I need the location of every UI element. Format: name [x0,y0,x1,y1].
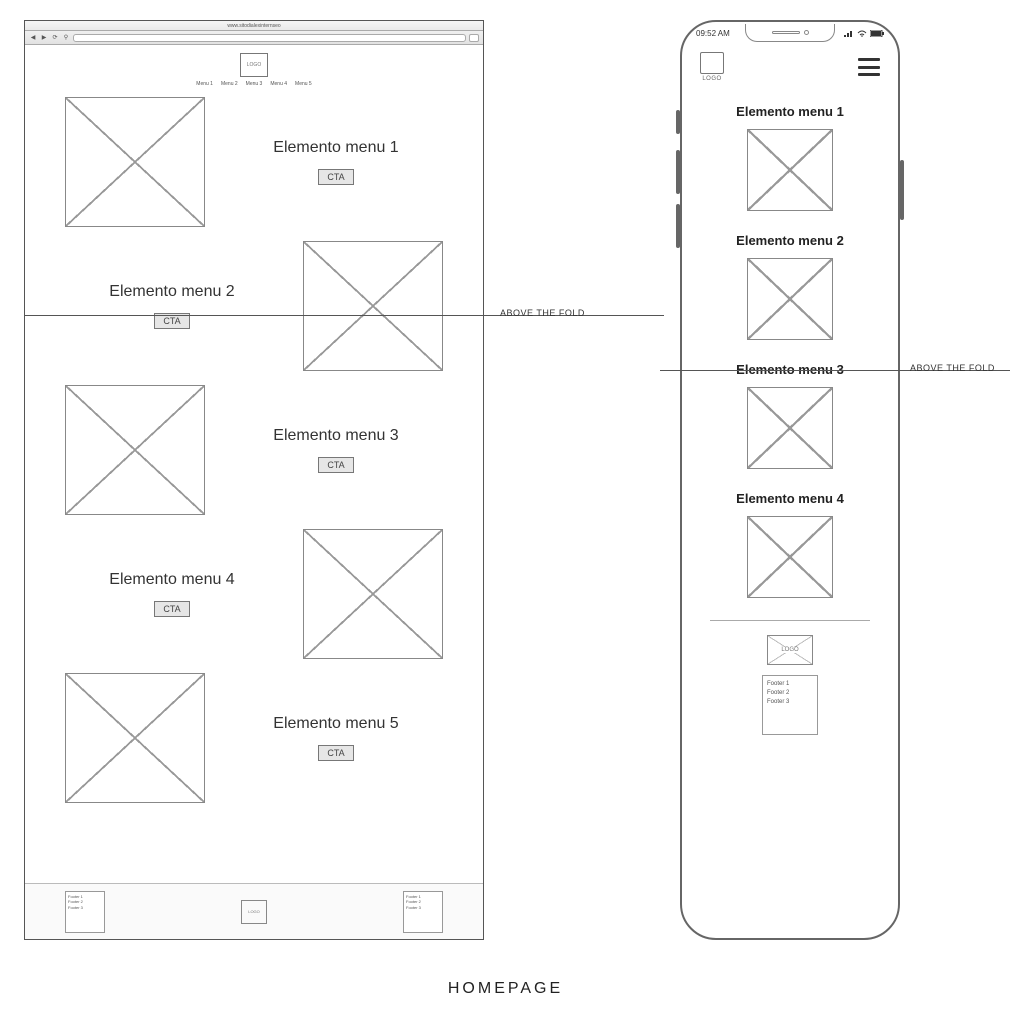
footer-link[interactable]: Footer 3 [767,698,813,707]
forward-icon[interactable]: ▶ [40,34,48,42]
browser-toolbar: ◀ ▶ ⟳ ⚲ [25,31,483,45]
section-heading: Elemento menu 3 [229,427,443,445]
volume-down-icon [676,204,680,248]
section-text: Elemento menu 2CTA [65,283,279,329]
placeholder-image [747,129,833,211]
fold-label: ABOVE THE FOLD [910,363,995,373]
mobile-page: LOGO Elemento menu 1 Elemento menu 2 Eleme… [682,44,898,735]
desktop-section: Elemento menu 4 CTA [25,529,483,659]
desktop-page: LOGO Menu 1 Menu 2 Menu 3 Menu 4 Menu 5 … [25,45,483,939]
mobile-phone-frame: 09:52 AM LOGO Elemento menu 1 Elemento me… [680,20,900,940]
section-heading: Elemento menu 5 [229,715,443,733]
desktop-section: Elemento menu 2CTA [25,241,483,371]
section-heading: Elemento menu 1 [700,104,880,119]
section-text: Elemento menu 3 CTA [229,427,443,473]
placeholder-image [303,241,443,371]
nav-item[interactable]: Menu 5 [295,81,312,87]
section-heading: Elemento menu 4 [65,571,279,589]
mobile-logo[interactable]: LOGO [700,52,724,82]
placeholder-image [65,97,205,227]
section-heading: Elemento menu 1 [229,139,443,157]
phone-notch [745,24,835,42]
section-text: Elemento menu 5 CTA [229,715,443,761]
signal-icon [844,30,854,37]
mobile-section: Elemento menu 4 [700,491,880,598]
browser-titlebar: www.sitodialexinternseo [25,21,483,31]
nav-item[interactable]: Menu 4 [270,81,287,87]
mobile-footer-logo[interactable]: LOGO [767,635,813,665]
desktop-nav: Menu 1 Menu 2 Menu 3 Menu 4 Menu 5 [25,81,483,87]
nav-item[interactable]: Menu 3 [246,81,263,87]
placeholder-image [303,529,443,659]
cta-button[interactable]: CTA [318,457,353,473]
wifi-icon [857,30,867,37]
footer-link[interactable]: Footer 2 [767,689,813,698]
cta-button[interactable]: CTA [318,745,353,761]
placeholder-image [747,387,833,469]
desktop-section: Elemento menu 3 CTA [25,385,483,515]
footer-links-left: Footer 1 Footer 2 Footer 3 [65,891,105,933]
mobile-footer-links: Footer 1 Footer 2 Footer 3 [762,675,818,735]
browser-url: www.sitodialexinternseo [227,23,280,29]
mobile-section: Elemento menu 2 [700,233,880,340]
nav-item[interactable]: Menu 2 [221,81,238,87]
reload-icon[interactable]: ⟳ [51,34,59,42]
cta-button[interactable]: CTA [154,601,189,617]
mobile-section: Elemento menu 1 [700,104,880,211]
section-heading: Elemento menu 4 [700,491,880,506]
nav-item[interactable]: Menu 1 [196,81,213,87]
mobile-footer: LOGO Footer 1 Footer 2 Footer 3 [700,635,880,735]
desktop-footer: Footer 1 Footer 2 Footer 3 LOGO Footer 1… [25,883,483,939]
desktop-section: Elemento menu 5 CTA [25,673,483,803]
footer-links-right: Footer 1 Footer 2 Footer 3 [403,891,443,933]
fold-label: ABOVE THE FOLD [500,308,585,318]
power-button-icon [900,160,904,220]
menu-dropdown-icon[interactable] [469,34,479,42]
volume-button-icon [676,110,680,134]
section-text: Elemento menu 4 CTA [65,571,279,617]
page-title: HOMEPAGE [0,980,1011,998]
placeholder-image [65,673,205,803]
footer-link[interactable]: Footer 1 [767,680,813,689]
desktop-section: Elemento menu 1 CTA [25,97,483,227]
footer-link[interactable]: Footer 3 [406,905,440,911]
placeholder-image [747,258,833,340]
status-time: 09:52 AM [696,29,730,38]
desktop-header-logo[interactable]: LOGO [240,53,268,77]
mobile-header: LOGO [700,52,880,82]
back-icon[interactable]: ◀ [29,34,37,42]
desktop-browser-frame: www.sitodialexinternseo ◀ ▶ ⟳ ⚲ LOGO Men… [24,20,484,940]
battery-icon [870,30,884,37]
volume-up-icon [676,150,680,194]
placeholder-image [747,516,833,598]
placeholder-image [65,385,205,515]
mobile-divider [710,620,870,621]
section-text: Elemento menu 1 CTA [229,139,443,185]
section-heading: Elemento menu 2 [65,283,279,301]
cta-button[interactable]: CTA [318,169,353,185]
address-bar[interactable] [73,34,466,42]
search-icon[interactable]: ⚲ [62,34,70,42]
section-heading: Elemento menu 2 [700,233,880,248]
speaker-icon [772,31,800,34]
hamburger-icon[interactable] [858,58,880,76]
footer-link[interactable]: Footer 3 [68,905,102,911]
footer-logo[interactable]: LOGO [241,900,267,924]
camera-icon [804,30,809,35]
mobile-section: Elemento menu 3 [700,362,880,469]
